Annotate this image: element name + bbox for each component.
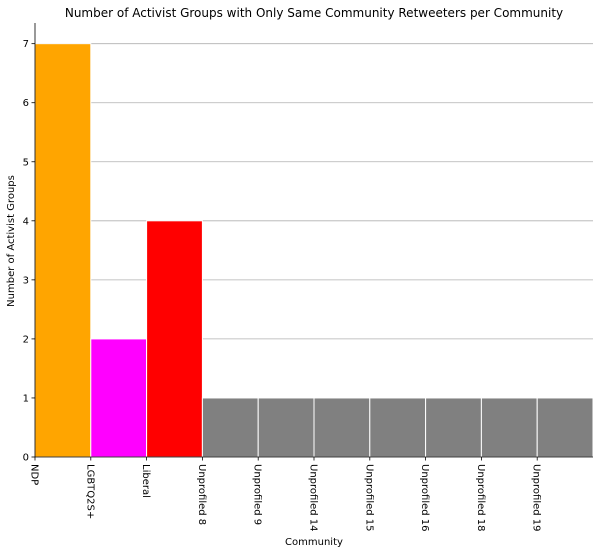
x-tick-label-5: Unprofiled 9 — [252, 464, 263, 525]
y-tick-label-7: 7 — [23, 39, 29, 50]
y-tick-label-5: 5 — [23, 157, 29, 168]
bar-6 — [313, 397, 371, 458]
x-tick-label-4: Unprofiled 8 — [196, 464, 207, 525]
bar-4 — [201, 397, 259, 458]
bars — [34, 43, 594, 458]
y-axis-ticks: 0 1 2 3 4 5 6 7 — [23, 39, 35, 464]
bar-1 — [34, 43, 92, 458]
x-axis-ticks: NDP LGBTQ2S+ Liberal Unprofiled 8 Unprofiled… — [29, 457, 542, 532]
y-tick-label-1: 1 — [23, 393, 29, 404]
x-tick-label-1: NDP — [29, 464, 40, 485]
x-tick-label-10: Unprofiled 19 — [531, 464, 542, 532]
y-tick-label-2: 2 — [23, 334, 29, 345]
bar-2 — [90, 338, 148, 458]
bar-3 — [146, 220, 203, 458]
bar-7 — [369, 397, 427, 458]
x-axis-label: Community — [285, 537, 343, 548]
y-tick-label-3: 3 — [23, 275, 29, 286]
x-tick-label-8: Unprofiled 16 — [419, 464, 430, 532]
bar-10 — [536, 397, 594, 458]
y-tick-label-4: 4 — [23, 216, 29, 227]
y-tick-label-6: 6 — [23, 98, 29, 109]
bar-5 — [257, 397, 315, 458]
bar-8 — [425, 397, 482, 458]
x-tick-label-3: Liberal — [140, 464, 151, 498]
y-tick-label-0: 0 — [23, 453, 29, 464]
chart-title: Number of Activist Groups with Only Same… — [65, 6, 563, 20]
y-axis-label: Number of Activist Groups — [6, 175, 17, 307]
x-tick-label-9: Unprofiled 18 — [475, 464, 486, 532]
x-tick-label-2: LGBTQ2S+ — [84, 464, 95, 519]
x-tick-label-7: Unprofiled 15 — [363, 464, 374, 532]
x-tick-label-6: Unprofiled 14 — [308, 464, 319, 532]
bar-9 — [480, 397, 538, 458]
